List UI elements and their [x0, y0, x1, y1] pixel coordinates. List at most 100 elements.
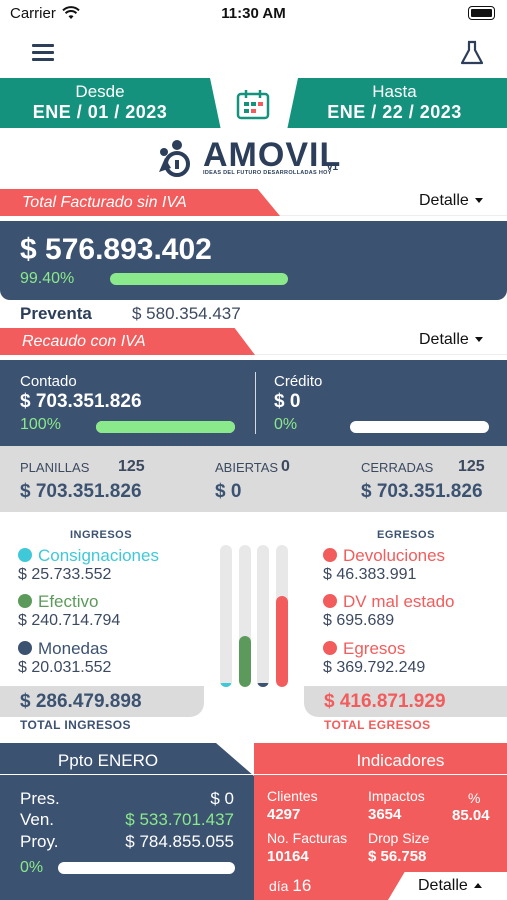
facturas-label: No. Facturas	[267, 830, 348, 846]
devoluciones-dot-icon	[323, 548, 337, 562]
planillas-label: PLANILLAS	[20, 460, 90, 475]
status-bar: Carrier 11:30 AM	[0, 0, 507, 28]
pres-label: Pres.	[20, 789, 60, 808]
egresos-label: Egresos	[343, 639, 406, 658]
date-range-bar: Desde ENE / 01 / 2023 Hasta ENE / 22 / 2…	[0, 78, 507, 128]
credito-percent: 0%	[274, 416, 298, 433]
indicadores-detail-button[interactable]: Detalle	[388, 872, 507, 900]
preventa-value: $ 580.354.437	[132, 304, 241, 323]
devoluciones-value: $ 46.383.991	[323, 566, 417, 583]
consignaciones-value: $ 25.733.552	[18, 566, 112, 583]
battery-icon	[468, 6, 495, 20]
monedas-value: $ 20.031.552	[18, 659, 112, 676]
ingreso-item[interactable]: Efectivo $ 240.714.794	[18, 592, 208, 639]
navigation-bar	[0, 28, 507, 78]
presupuesto-panel: Ppto ENERO Pres. $ 0 Ven. $ 533.701.437 …	[0, 743, 254, 900]
cerradas-label: CERRADAS	[361, 460, 434, 475]
presupuesto-progress-bar	[58, 862, 235, 874]
caret-down-icon	[474, 337, 483, 343]
cerradas-count: 125	[458, 458, 485, 475]
abiertas-count: 0	[281, 458, 290, 475]
flask-icon[interactable]	[459, 40, 485, 66]
facturado-progress-fill	[110, 273, 288, 285]
recaudo-header: Recaudo con IVA Detalle	[0, 328, 507, 355]
facturado-title: Total Facturado sin IVA	[0, 189, 280, 216]
menu-icon[interactable]	[32, 44, 54, 61]
contado-percent: 100%	[20, 416, 61, 433]
facturado-detail-button[interactable]: Detalle	[419, 192, 483, 210]
dv-mal-estado-value: $ 695.689	[323, 612, 395, 629]
ingreso-item[interactable]: Monedas $ 20.031.552	[18, 639, 208, 685]
cerradas-value: $ 703.351.826	[361, 481, 483, 502]
egresos-list: Devoluciones $ 46.383.991 DV mal estado …	[323, 546, 507, 685]
presupuesto-percent: 0%	[20, 859, 44, 876]
date-from-value: ENE / 01 / 2023	[32, 102, 168, 122]
efectivo-column-bar	[239, 545, 251, 687]
pct-value: 85.04	[452, 807, 490, 824]
abiertas-label: ABIERTAS	[215, 460, 279, 475]
efectivo-label: Efectivo	[38, 592, 99, 611]
contado-value: $ 703.351.826	[20, 391, 142, 412]
drop-size-value: $ 56.758	[368, 848, 427, 865]
bar-fill	[257, 683, 269, 687]
brand-logo: AMOVIL IDEAS DEL FUTURO DESARROLLADAS HO…	[155, 136, 355, 180]
consignaciones-label: Consignaciones	[38, 546, 159, 565]
facturas-value: 10164	[267, 848, 309, 865]
ingresos-total: $ 286.479.898	[20, 691, 142, 712]
egresos-column-bar	[276, 545, 288, 687]
credito-progress-bar	[350, 421, 489, 433]
dv-mal-estado-dot-icon	[323, 594, 337, 608]
facturado-percent: 99.40%	[20, 270, 75, 287]
indicadores-panel: Indicadores Clientes 4297 Impactos 3654 …	[254, 743, 507, 900]
egreso-item[interactable]: DV mal estado $ 695.689	[323, 592, 507, 639]
brand-name: AMOVIL	[203, 136, 342, 174]
bar-fill	[220, 683, 232, 687]
proy-label: Proy.	[20, 832, 59, 851]
contado-progress-fill	[96, 421, 235, 433]
detail-label: Detalle	[419, 192, 469, 209]
caret-down-icon	[474, 198, 483, 204]
date-to[interactable]: Hasta ENE / 22 / 2023	[282, 82, 507, 123]
dia-value: 16	[292, 876, 312, 895]
consignaciones-dot-icon	[18, 548, 32, 562]
egresos-total-box: $ 416.871.929	[304, 686, 507, 717]
facturado-header: Total Facturado sin IVA Detalle	[0, 189, 507, 216]
brand-tagline: IDEAS DEL FUTURO DESARROLLADAS HOY	[203, 170, 332, 176]
egreso-item[interactable]: Egresos $ 369.792.249	[323, 639, 507, 685]
planillas-count: 125	[118, 458, 145, 475]
credito-value: $ 0	[274, 391, 301, 412]
clientes-value: 4297	[267, 806, 301, 823]
wifi-icon	[62, 6, 80, 19]
date-from[interactable]: Desde ENE / 01 / 2023	[0, 82, 200, 123]
ven-value: $ 533.701.437	[125, 810, 234, 829]
monedas-dot-icon	[18, 641, 32, 655]
recaudo-detail-button[interactable]: Detalle	[419, 331, 483, 349]
detail-label: Detalle	[419, 331, 469, 348]
clock: 11:30 AM	[221, 5, 286, 22]
abiertas-value: $ 0	[215, 481, 242, 502]
carrier-label: Carrier	[10, 5, 56, 22]
dia-indicator: día 16	[269, 876, 311, 896]
dia-label: día	[269, 878, 289, 894]
facturado-card: $ 576.893.402 99.40%	[0, 221, 507, 300]
detail-label: Detalle	[418, 877, 468, 894]
efectivo-dot-icon	[18, 594, 32, 608]
facturado-amount: $ 576.893.402	[20, 233, 212, 266]
planillas-panel: PLANILLAS 125 $ 703.351.826 ABIERTAS 0 $…	[0, 446, 507, 512]
monedas-label: Monedas	[38, 639, 108, 658]
pres-value: $ 0	[210, 789, 234, 808]
egreso-item[interactable]: Devoluciones $ 46.383.991	[323, 546, 507, 592]
impactos-label: Impactos	[368, 788, 425, 804]
ingresos-total-label: TOTAL INGRESOS	[20, 718, 131, 732]
planillas-value: $ 703.351.826	[20, 481, 142, 502]
calendar-icon[interactable]	[236, 88, 270, 120]
recaudo-card: Contado $ 703.351.826 100% Crédito $ 0 0…	[0, 360, 507, 446]
indicadores-title: Indicadores	[356, 751, 445, 770]
divider	[255, 372, 256, 434]
efectivo-value: $ 240.714.794	[18, 612, 121, 629]
egresos-value: $ 369.792.249	[323, 659, 426, 676]
bar-fill	[239, 635, 251, 687]
brand-version: v1	[327, 162, 339, 173]
egresos-dot-icon	[323, 641, 337, 655]
ingreso-item[interactable]: Consignaciones $ 25.733.552	[18, 546, 208, 592]
